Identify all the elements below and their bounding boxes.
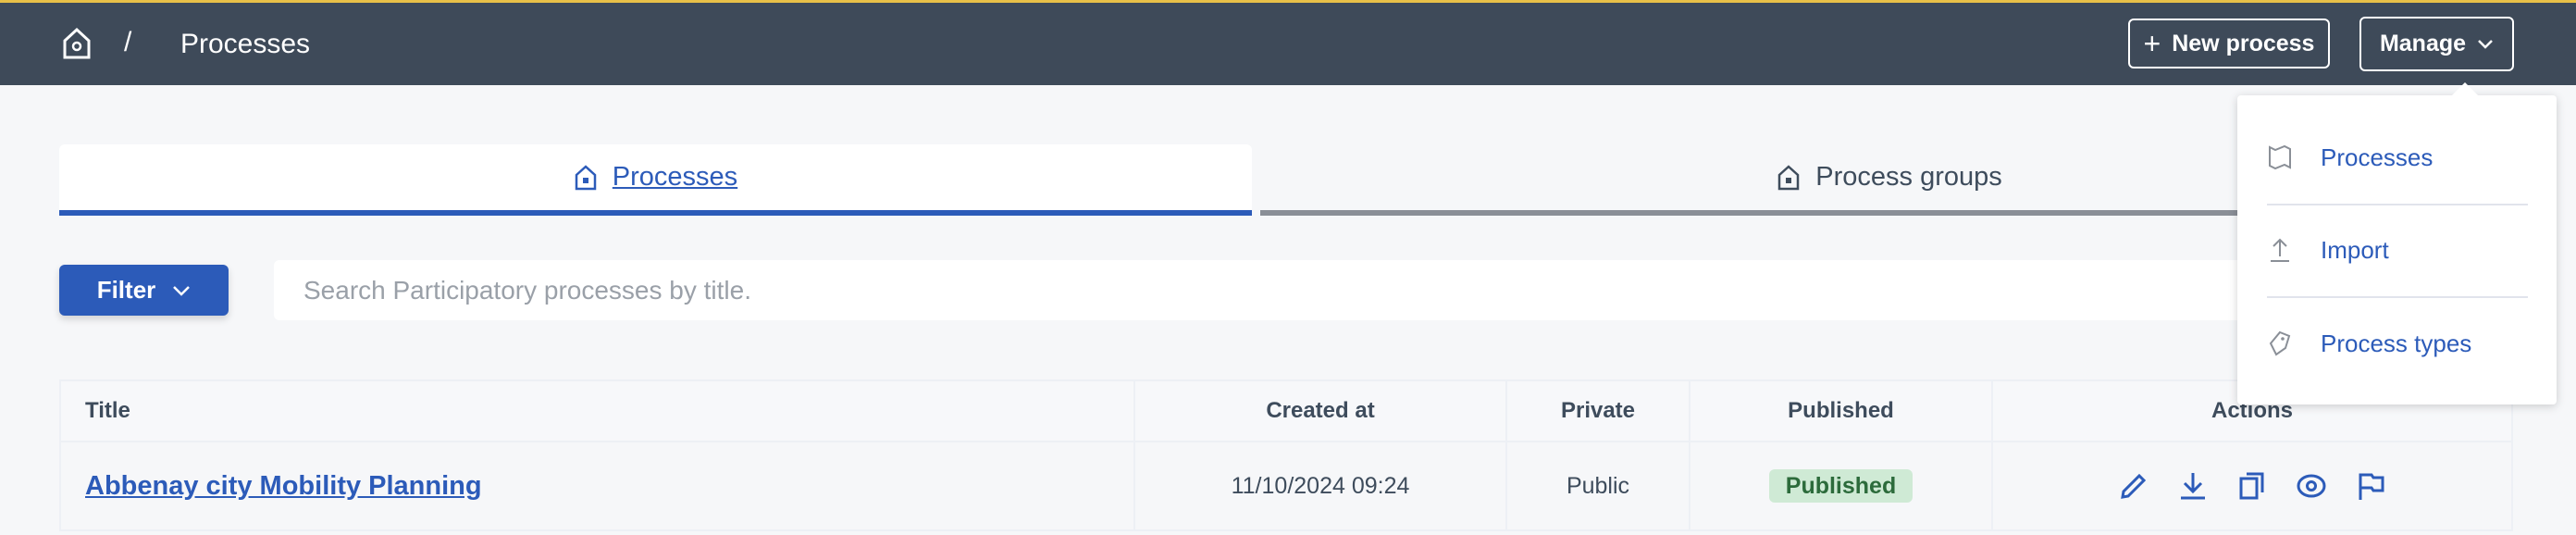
tab-process-groups[interactable]: Process groups [1260,144,2519,216]
filter-label: Filter [96,276,156,304]
new-process-label: New process [2172,30,2315,56]
upload-icon [2271,238,2289,262]
top-bar: / Processes + New process Manage [0,0,2576,85]
column-published: Published [1689,379,1993,442]
tab-label: Processes [612,162,738,192]
menu-item-label: Processes [2321,143,2434,171]
table-row: Abbenay city Mobility Planning 11/10/202… [59,441,2513,531]
download-icon[interactable] [2177,470,2209,502]
filter-button[interactable]: Filter [59,265,229,316]
map-icon [2269,144,2291,170]
home-icon [575,164,597,190]
tag-icon [2269,330,2291,356]
new-process-button[interactable]: + New process [2128,19,2330,68]
home-icon [1778,164,1800,190]
menu-item-import[interactable]: Import [2267,204,2545,296]
private-value: Public [1505,441,1690,531]
menu-divider [2267,204,2528,205]
created-at: 11/10/2024 09:24 [1133,441,1507,531]
process-title-link[interactable]: Abbenay city Mobility Planning [85,470,482,501]
column-title[interactable]: Title [59,379,1135,442]
tab-label: Process groups [1815,162,2002,192]
page-title: Processes [180,29,311,59]
tab-processes[interactable]: Processes [59,144,1252,216]
flag-icon[interactable] [2355,470,2386,502]
column-created-at[interactable]: Created at [1133,379,1507,442]
home-icon[interactable] [61,27,93,60]
copy-icon[interactable] [2236,470,2268,502]
plus-icon: + [2143,26,2161,60]
table-header: Title Created at Private Published Actio… [59,379,2513,442]
menu-item-label: Process types [2321,329,2472,357]
menu-item-processes[interactable]: Processes [2267,111,2545,204]
chevron-down-icon [173,285,191,296]
chevron-down-icon [2478,39,2493,49]
manage-button[interactable]: Manage [2359,17,2514,71]
edit-icon[interactable] [2118,470,2149,502]
breadcrumb-separator: / [124,27,132,57]
column-private: Private [1505,379,1690,442]
menu-item-label: Import [2321,235,2389,264]
processes-table: Title Created at Private Published Actio… [59,379,2513,531]
menu-divider [2267,296,2528,298]
menu-item-process-types[interactable]: Process types [2267,297,2545,390]
search-input[interactable] [274,260,2513,320]
manage-dropdown-menu: Processes Import Process types [2237,82,2557,404]
status-badge: Published [1768,468,1913,503]
manage-label: Manage [2379,31,2467,56]
preview-icon[interactable] [2296,470,2327,502]
